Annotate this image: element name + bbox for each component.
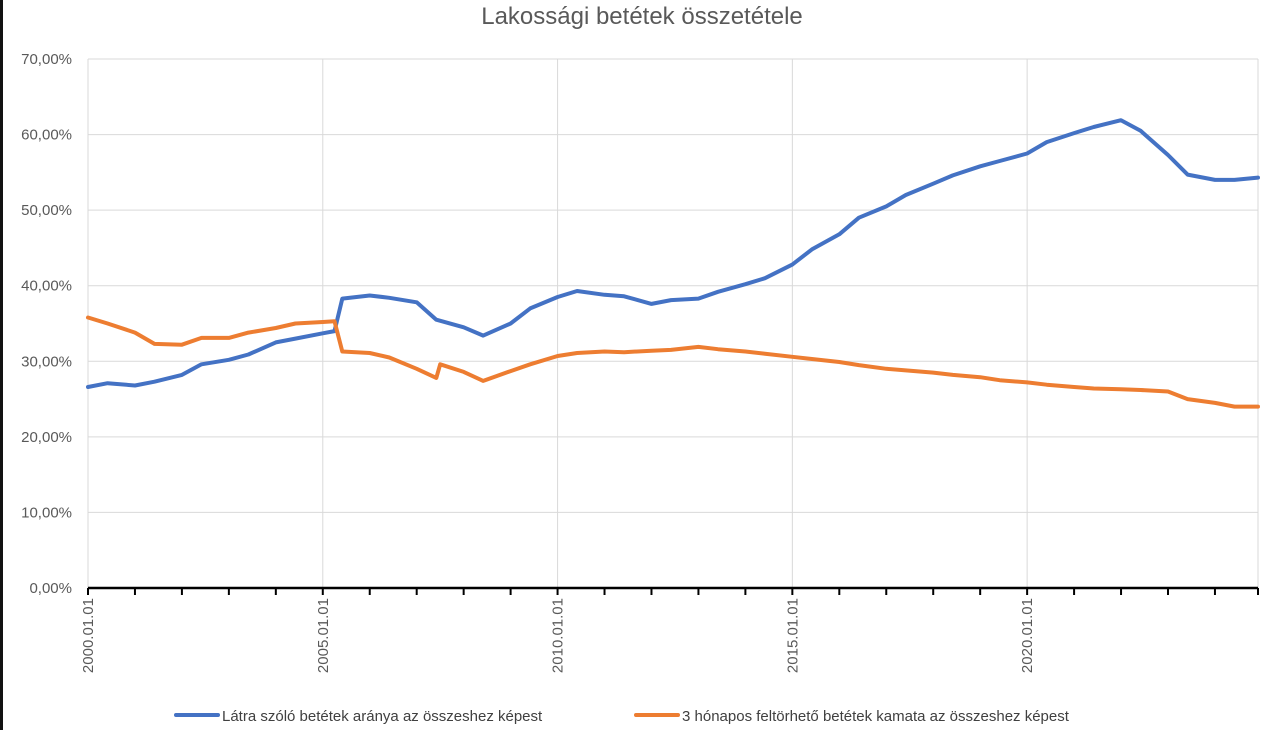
- y-tick-label: 50,00%: [21, 202, 72, 219]
- y-tick-label: 60,00%: [21, 127, 72, 144]
- x-axis: [87, 586, 1259, 595]
- x-axis-tick-labels: 2000.01.01 2005.01.01 2010.01.01 2015.01.01…: [80, 598, 1036, 673]
- legend-label-2: 3 hónapos feltörhető betétek kamata az ö…: [682, 708, 1070, 725]
- series-line-1: [86, 118, 1260, 389]
- y-tick-label: 10,00%: [21, 504, 72, 521]
- chart-title: Lakossági betétek összetétele: [481, 3, 803, 30]
- series-lines: [86, 118, 1260, 409]
- y-tick-label: 20,00%: [21, 429, 72, 446]
- y-tick-label: 0,00%: [29, 580, 72, 597]
- x-tick-label: 2010.01.01: [550, 598, 567, 673]
- y-tick-label: 30,00%: [21, 353, 72, 370]
- gridlines: [87, 58, 1259, 588]
- x-tick-label: 2000.01.01: [80, 598, 97, 673]
- window-left-edge: [0, 0, 3, 730]
- legend: Látra szóló betétek aránya az összeshez …: [174, 708, 1070, 725]
- y-axis-tick-labels: 0,00% 10,00% 20,00% 30,00% 40,00% 50,00% 60,00…: [21, 51, 72, 597]
- y-tick-label: 70,00%: [21, 51, 72, 68]
- x-tick-label: 2020.01.01: [1019, 598, 1036, 673]
- legend-label-1: Látra szóló betétek aránya az összeshez …: [222, 708, 543, 725]
- x-tick-label: 2015.01.01: [784, 598, 801, 673]
- x-tick-label: 2005.01.01: [315, 598, 332, 673]
- series-line-2: [86, 315, 1260, 409]
- y-tick-label: 40,00%: [21, 278, 72, 295]
